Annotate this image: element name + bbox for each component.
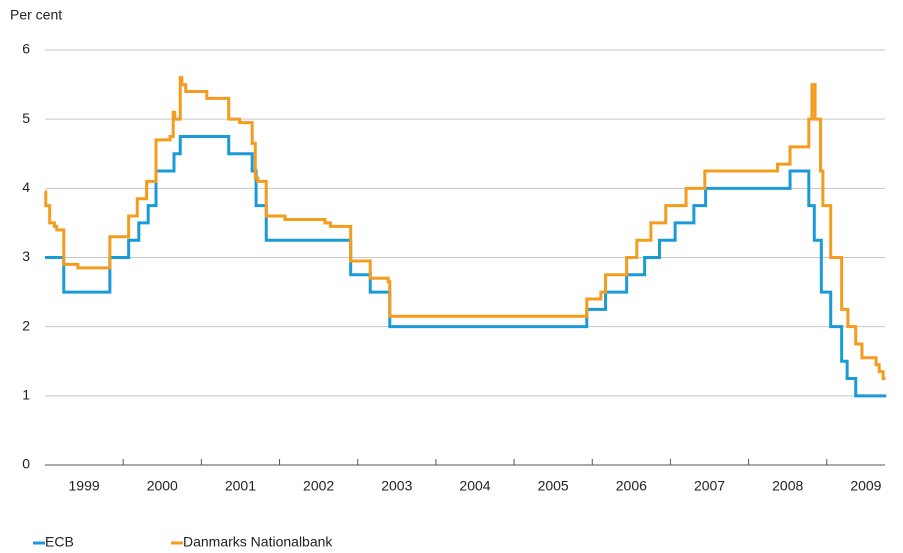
y-tick-label: 0: [22, 456, 30, 472]
x-tick-label: 2008: [772, 478, 803, 494]
legend-label: ECB: [45, 534, 74, 550]
y-tick-label: 2: [22, 317, 30, 333]
x-tick-label: 2009: [850, 478, 881, 494]
x-tick-label: 2000: [147, 478, 178, 494]
x-tick-label: 2005: [538, 478, 569, 494]
x-tick-label: 2001: [225, 478, 256, 494]
y-tick-label: 6: [22, 41, 30, 57]
legend-label: Danmarks Nationalbank: [183, 534, 333, 550]
x-tick-label: 1999: [69, 478, 100, 494]
x-tick-label: 2003: [381, 478, 412, 494]
y-tick-label: 3: [22, 248, 30, 264]
y-axis-label: Per cent: [10, 7, 62, 23]
y-tick-label: 4: [22, 179, 30, 195]
series-line: [45, 134, 887, 398]
x-tick-label: 2004: [459, 478, 490, 494]
x-tick-label: 2006: [616, 478, 647, 494]
y-tick-label: 5: [22, 110, 30, 126]
x-tick-label: 2002: [303, 478, 334, 494]
y-tick-label: 1: [22, 387, 30, 403]
x-tick-label: 2007: [694, 478, 725, 494]
series-line: [44, 76, 886, 381]
